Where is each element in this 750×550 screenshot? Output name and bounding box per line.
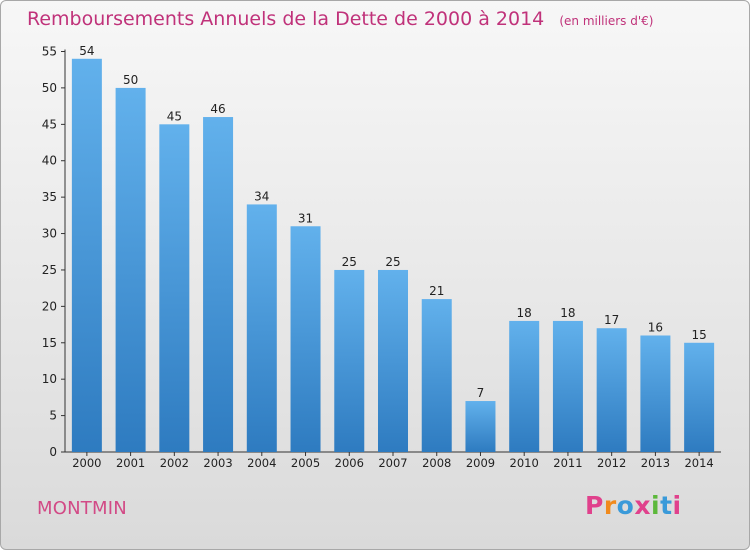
logo-letter: x [634,491,651,520]
bar [203,117,234,452]
bar [290,226,321,452]
x-tick-label: 2008 [422,456,451,470]
bar-value-label: 18 [560,306,575,320]
x-tick-label: 2000 [72,456,101,470]
x-tick-label: 2005 [291,456,320,470]
y-tick-label: 30 [42,227,57,241]
bar-value-label: 31 [298,211,313,225]
bar-value-label: 16 [648,320,663,334]
x-tick-label: 2006 [335,456,364,470]
y-tick-label: 50 [42,81,57,95]
x-tick-label: 2002 [160,456,189,470]
y-tick-label: 45 [42,117,57,131]
bar [684,342,715,452]
chart-title: Remboursements Annuels de la Dette de 20… [27,8,545,30]
bar [246,204,277,452]
x-tick-label: 2010 [510,456,539,470]
bar-value-label: 50 [123,73,138,87]
logo-letter: i [651,491,661,520]
y-tick-label: 10 [42,372,57,386]
bar-value-label: 21 [429,284,444,298]
x-tick-label: 2007 [378,456,407,470]
x-tick-label: 2012 [597,456,626,470]
bar-value-label: 17 [604,313,619,327]
logo-letter: i [672,491,682,520]
y-tick-label: 35 [42,190,57,204]
bar-value-label: 34 [254,189,269,203]
y-tick-label: 5 [49,409,57,423]
bar-value-label: 46 [210,102,225,116]
y-tick-label: 25 [42,263,57,277]
bar-value-label: 15 [691,328,706,342]
bar [71,58,102,452]
bar [159,124,190,453]
bar-value-label: 7 [477,386,485,400]
bar [465,401,496,452]
chart-title-row: Remboursements Annuels de la Dette de 20… [27,8,653,30]
bar [378,269,408,452]
x-tick-label: 2014 [684,456,713,470]
y-tick-label: 15 [42,336,57,350]
bar [115,87,146,452]
bar [552,320,583,452]
y-tick-label: 0 [49,445,57,459]
chart-unit-note: (en milliers d'€) [559,14,654,28]
x-tick-label: 2011 [553,456,582,470]
y-tick-label: 55 [42,45,57,59]
bar [509,320,540,452]
x-tick-label: 2003 [203,456,232,470]
x-tick-label: 2004 [247,456,276,470]
bar [334,269,365,452]
bar-value-label: 45 [167,109,182,123]
bar-value-label: 18 [517,306,532,320]
bar-value-label: 25 [385,255,400,269]
bar [596,328,627,452]
x-tick-label: 2013 [641,456,670,470]
bar-value-label: 54 [79,44,94,58]
location-label: MONTMIN [37,498,127,519]
bar [640,335,671,452]
logo-letter: P [585,491,604,520]
y-tick-label: 40 [42,154,57,168]
bar [421,299,452,452]
logo-letter: o [616,491,635,520]
x-tick-label: 2009 [466,456,495,470]
x-tick-label: 2001 [116,456,145,470]
y-tick-label: 20 [42,299,57,313]
proxiti-logo: Proxiti [585,491,682,520]
bar-value-label: 25 [342,255,357,269]
logo-letter: t [660,491,673,520]
logo-letter: r [603,491,617,520]
